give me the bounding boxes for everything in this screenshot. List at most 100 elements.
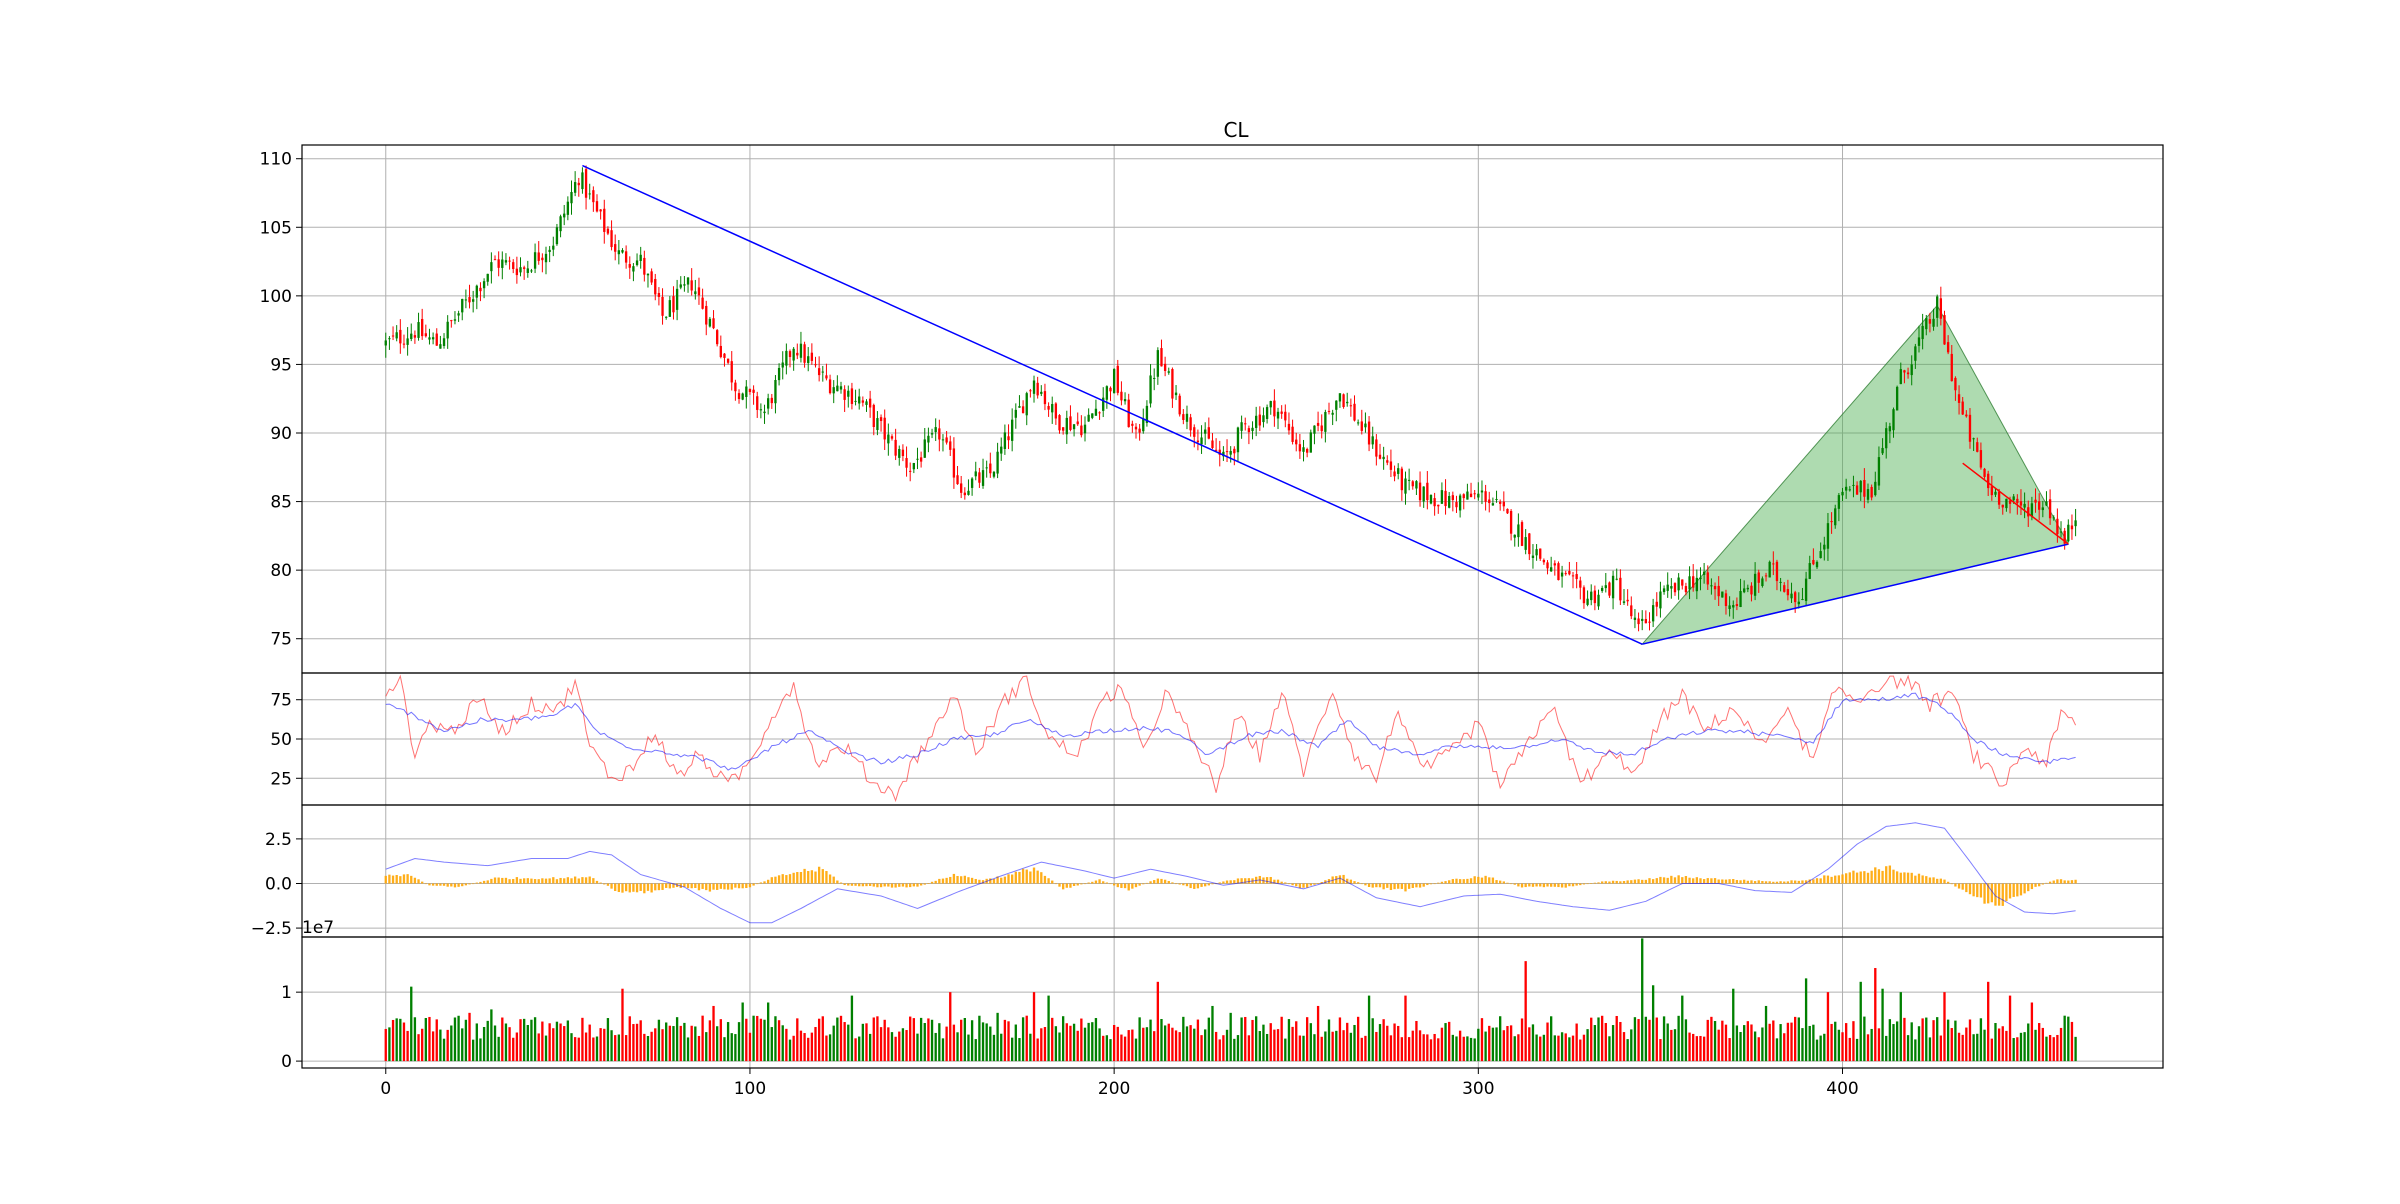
candle-body [1895,386,1899,411]
volume-bar [1495,1027,1498,1062]
candle-body [1644,619,1648,624]
volume-bar [1276,1029,1280,1062]
macd-hist-bar [1990,883,1993,903]
volume-bar [741,1002,744,1062]
macd-hist-bar [1076,883,1079,886]
candle-body [1979,450,1983,468]
candle-body [1568,570,1571,575]
macd-hist-bar [1586,883,1589,885]
volume-bar [621,988,624,1062]
volume-bar [614,1035,617,1062]
candle-body [1116,365,1119,393]
macd-hist-bar [1957,883,1961,889]
macd-hist-bar [1091,881,1094,884]
candle-body [785,350,788,366]
macd-hist-bar [756,883,759,885]
macd-hist-bar [912,883,916,887]
macd-hist-bar [1335,876,1338,884]
volume-bar [1021,1017,1025,1062]
macd-hist-bar [435,883,438,886]
macd-hist-bar [1823,875,1826,884]
rsi-slow-line [385,692,2076,771]
macd-hist-bar [537,879,540,884]
candle-body [1021,406,1025,414]
candle-body [1965,414,1968,417]
volume-bar [1863,1016,1866,1062]
volume-bar [1156,981,1160,1062]
volume-bar [1888,1019,1892,1062]
candle-body [1182,414,1185,420]
volume-bar [708,1020,712,1062]
volume-bar [770,1027,773,1062]
volume-bar [1440,1027,1444,1062]
volume-bar [1153,1031,1156,1062]
candle-body [1499,501,1502,504]
rsi-ytick-label: 50 [270,730,292,750]
volume-bar [949,992,952,1062]
macd-hist-bar [1495,880,1498,884]
macd-hist-bar [1415,883,1418,888]
volume-bar [1560,1032,1564,1062]
candle-body [1728,605,1731,609]
candle-body [1051,404,1054,413]
candle-body [1790,593,1793,599]
candle-body [1903,370,1906,373]
volume-bar [1797,1017,1800,1062]
candle-body [497,259,500,268]
price-ytick-label: 105 [260,218,292,238]
volume-bar [1393,1023,1396,1062]
macd-hist-bar [788,874,792,884]
macd-hist-bar [2034,883,2037,887]
candle-body [544,253,548,263]
candle-body [1528,533,1531,555]
volume-bar [1906,1035,1910,1062]
candle-body [1987,473,1990,489]
macd-hist-bar [504,877,508,884]
volume-bar [439,1029,442,1062]
macd-hist-bar [570,878,573,884]
volume-bar [1968,1019,1972,1062]
candle-body [1786,589,1790,596]
volume-bar [1648,1019,1651,1062]
candle-body [712,318,715,329]
candle-body [1885,428,1888,449]
volume-bar [1207,1017,1210,1062]
macd-hist-bar [1717,879,1720,884]
volume-bar [1178,1032,1181,1062]
macd-hist-bar [883,883,886,887]
macd-hist-bar [573,876,577,884]
volume-bar [399,1018,402,1062]
macd-hist-bar [1313,883,1316,885]
macd-hist-bar [515,877,519,884]
candle-body [1083,424,1087,434]
candle-body [825,375,828,379]
candle-body [1025,393,1028,416]
volume-bar [1225,1029,1229,1062]
candle-body [1630,605,1633,617]
candle-body [1542,559,1546,563]
candle-body [686,277,690,285]
volume-bar [1061,1016,1065,1062]
macd-hist-bar [1546,883,1549,887]
candle-body [1386,460,1389,463]
candle-body [2005,498,2008,509]
macd-hist-bar [879,883,883,888]
candle-body [1622,601,1626,603]
candle-body [1553,563,1556,566]
candle-body [1087,414,1090,422]
candle-body [555,227,559,245]
volume-bar [788,1039,792,1062]
candle-body [1298,444,1302,452]
volume-bar [1455,1036,1458,1062]
volume-bar [905,1030,908,1062]
macd-hist-bar [1855,872,1859,884]
volume-bar [792,1035,795,1062]
volume-bar [1939,1035,1943,1062]
macd-hist-bar [817,866,821,884]
volume-bar [464,1019,468,1062]
candle-body [1921,325,1924,340]
candle-body [1327,410,1331,412]
volume-bar [1040,1028,1043,1062]
volume-bar [1677,1015,1680,1062]
